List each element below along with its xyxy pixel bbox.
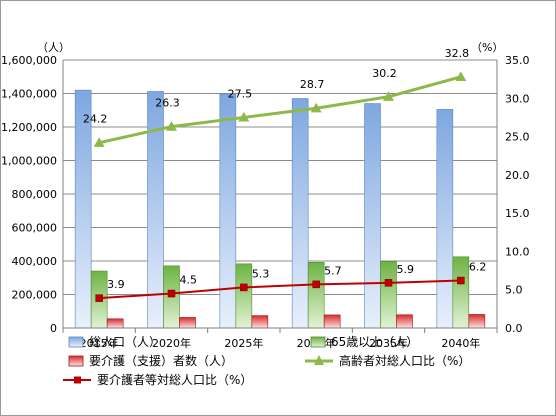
- x-tick-label: 2035年: [369, 336, 408, 350]
- y-left-tick-label: 800,000: [12, 188, 58, 201]
- marker-care-ratio: [384, 279, 393, 287]
- marker-care-ratio: [95, 294, 103, 302]
- legend-item-4-swatch-marker: [314, 355, 324, 365]
- data-label-elderly-ratio: 32.8: [445, 47, 470, 60]
- bar-care-needed: [323, 314, 341, 329]
- x-tick-label: 2025年: [224, 336, 263, 350]
- marker-elderly-ratio: [455, 71, 467, 81]
- legend-item-1-swatch: [68, 336, 84, 348]
- marker-elderly-ratio: [93, 137, 105, 147]
- data-label-elderly-ratio: 30.2: [372, 67, 397, 80]
- grid-layer: [63, 59, 497, 329]
- data-label-care-ratio: 5.7: [324, 264, 342, 277]
- data-label-elderly-ratio: 28.7: [300, 78, 325, 91]
- y-left-tick-label: 0: [50, 322, 57, 335]
- y-left-tick-label: 1,000,000: [1, 155, 57, 168]
- data-label-care-ratio: 5.9: [397, 263, 415, 276]
- marker-care-ratio: [240, 283, 248, 292]
- bar-elderly-65: [307, 262, 325, 329]
- y-left-tick-label: 200,000: [12, 289, 58, 302]
- bar-total-population: [291, 98, 309, 329]
- bar-total-population: [364, 103, 381, 329]
- legend-item-3-label: 要介護（支援）者数（人）: [89, 353, 233, 368]
- marker-elderly-ratio: [166, 121, 177, 131]
- marker-care-ratio: [312, 280, 320, 289]
- line-elderly-ratio: [98, 75, 462, 145]
- marker-care-ratio: [457, 276, 465, 285]
- bar-total-population: [436, 109, 454, 329]
- axes-layer: 0 200,000 400,000 600,000 800,000 1,000,000 1,…: [1, 41, 529, 350]
- bar-total-population: [74, 89, 92, 329]
- x-tick-label: 2015年: [80, 336, 119, 350]
- y-left-tick-label: 400,000: [12, 255, 58, 268]
- y-right-tick-label: 5.0: [505, 284, 523, 297]
- y-right-tick-label: 10.0: [505, 245, 530, 258]
- y-right-tick-label: 20.0: [505, 169, 530, 182]
- marker-elderly-ratio: [238, 111, 250, 122]
- marker-elderly-ratio: [310, 102, 322, 113]
- legend-item-5-label: 要介護者等対総人口比（%）: [97, 372, 252, 387]
- y-right-tick-label: 15.0: [505, 207, 530, 220]
- legend-item-1-label: 総人口（人）: [89, 335, 161, 349]
- x-tick-label: 2040年: [441, 336, 480, 350]
- labels-layer: 24.2 26.3 27.5 28.7 30.2 32.8 3.9 4.5 5.3 5.7 5.9 6…: [83, 47, 486, 291]
- data-label-care-ratio: 4.5: [180, 274, 198, 287]
- y-right-tick-label: 0.0: [505, 322, 523, 335]
- bar-care-needed: [106, 318, 124, 329]
- data-label-care-ratio: 3.9: [107, 278, 125, 291]
- legend-item-3-swatch: [68, 355, 84, 367]
- data-label-care-ratio: 5.3: [252, 267, 269, 280]
- y-right-unit-label: （%）: [471, 41, 503, 54]
- y-left-tick-label: 600,000: [12, 222, 58, 235]
- data-label-elderly-ratio: 27.5: [228, 87, 253, 100]
- bar-care-needed: [251, 315, 269, 329]
- legend-item-5-swatch-marker: [74, 376, 81, 384]
- data-label-care-ratio: 6.2: [469, 261, 487, 274]
- legend-item-2-swatch: [310, 336, 326, 348]
- x-tick-label: 2020年: [152, 336, 191, 350]
- bar-care-needed: [468, 314, 486, 329]
- lines-layer: [93, 71, 467, 302]
- legend-item-2-label: 65歳以上（人）: [331, 335, 418, 349]
- y-right-tick-label: 30.0: [505, 92, 530, 105]
- bars-layer: [74, 89, 486, 329]
- marker-care-ratio: [167, 289, 176, 298]
- legend-item-4-label: 高齢者対総人口比（%）: [339, 353, 470, 368]
- data-label-elderly-ratio: 26.3: [155, 97, 180, 110]
- bar-total-population: [219, 93, 237, 329]
- bar-elderly-65: [235, 263, 253, 329]
- y-left-tick-label: 1,400,000: [1, 88, 57, 101]
- legend: 総人口（人） 65歳以上（人） 要介護（支援）者数（人） 高齢者対総人口比（%） 要介護…: [63, 335, 470, 387]
- y-right-tick-label: 35.0: [505, 54, 530, 67]
- y-left-tick-label: 1,600,000: [1, 54, 57, 67]
- bar-elderly-65: [452, 256, 470, 329]
- y-right-tick-label: 25.0: [505, 131, 530, 144]
- line-care-ratio: [99, 279, 461, 300]
- bar-total-population: [147, 91, 164, 329]
- bar-care-needed: [396, 314, 413, 329]
- y-left-tick-label: 1,200,000: [1, 121, 57, 134]
- data-label-elderly-ratio: 24.2: [83, 113, 108, 126]
- marker-elderly-ratio: [383, 91, 394, 101]
- bar-elderly-65: [380, 261, 397, 329]
- bar-care-needed: [179, 317, 196, 329]
- y-left-unit-label: （人）: [37, 41, 70, 54]
